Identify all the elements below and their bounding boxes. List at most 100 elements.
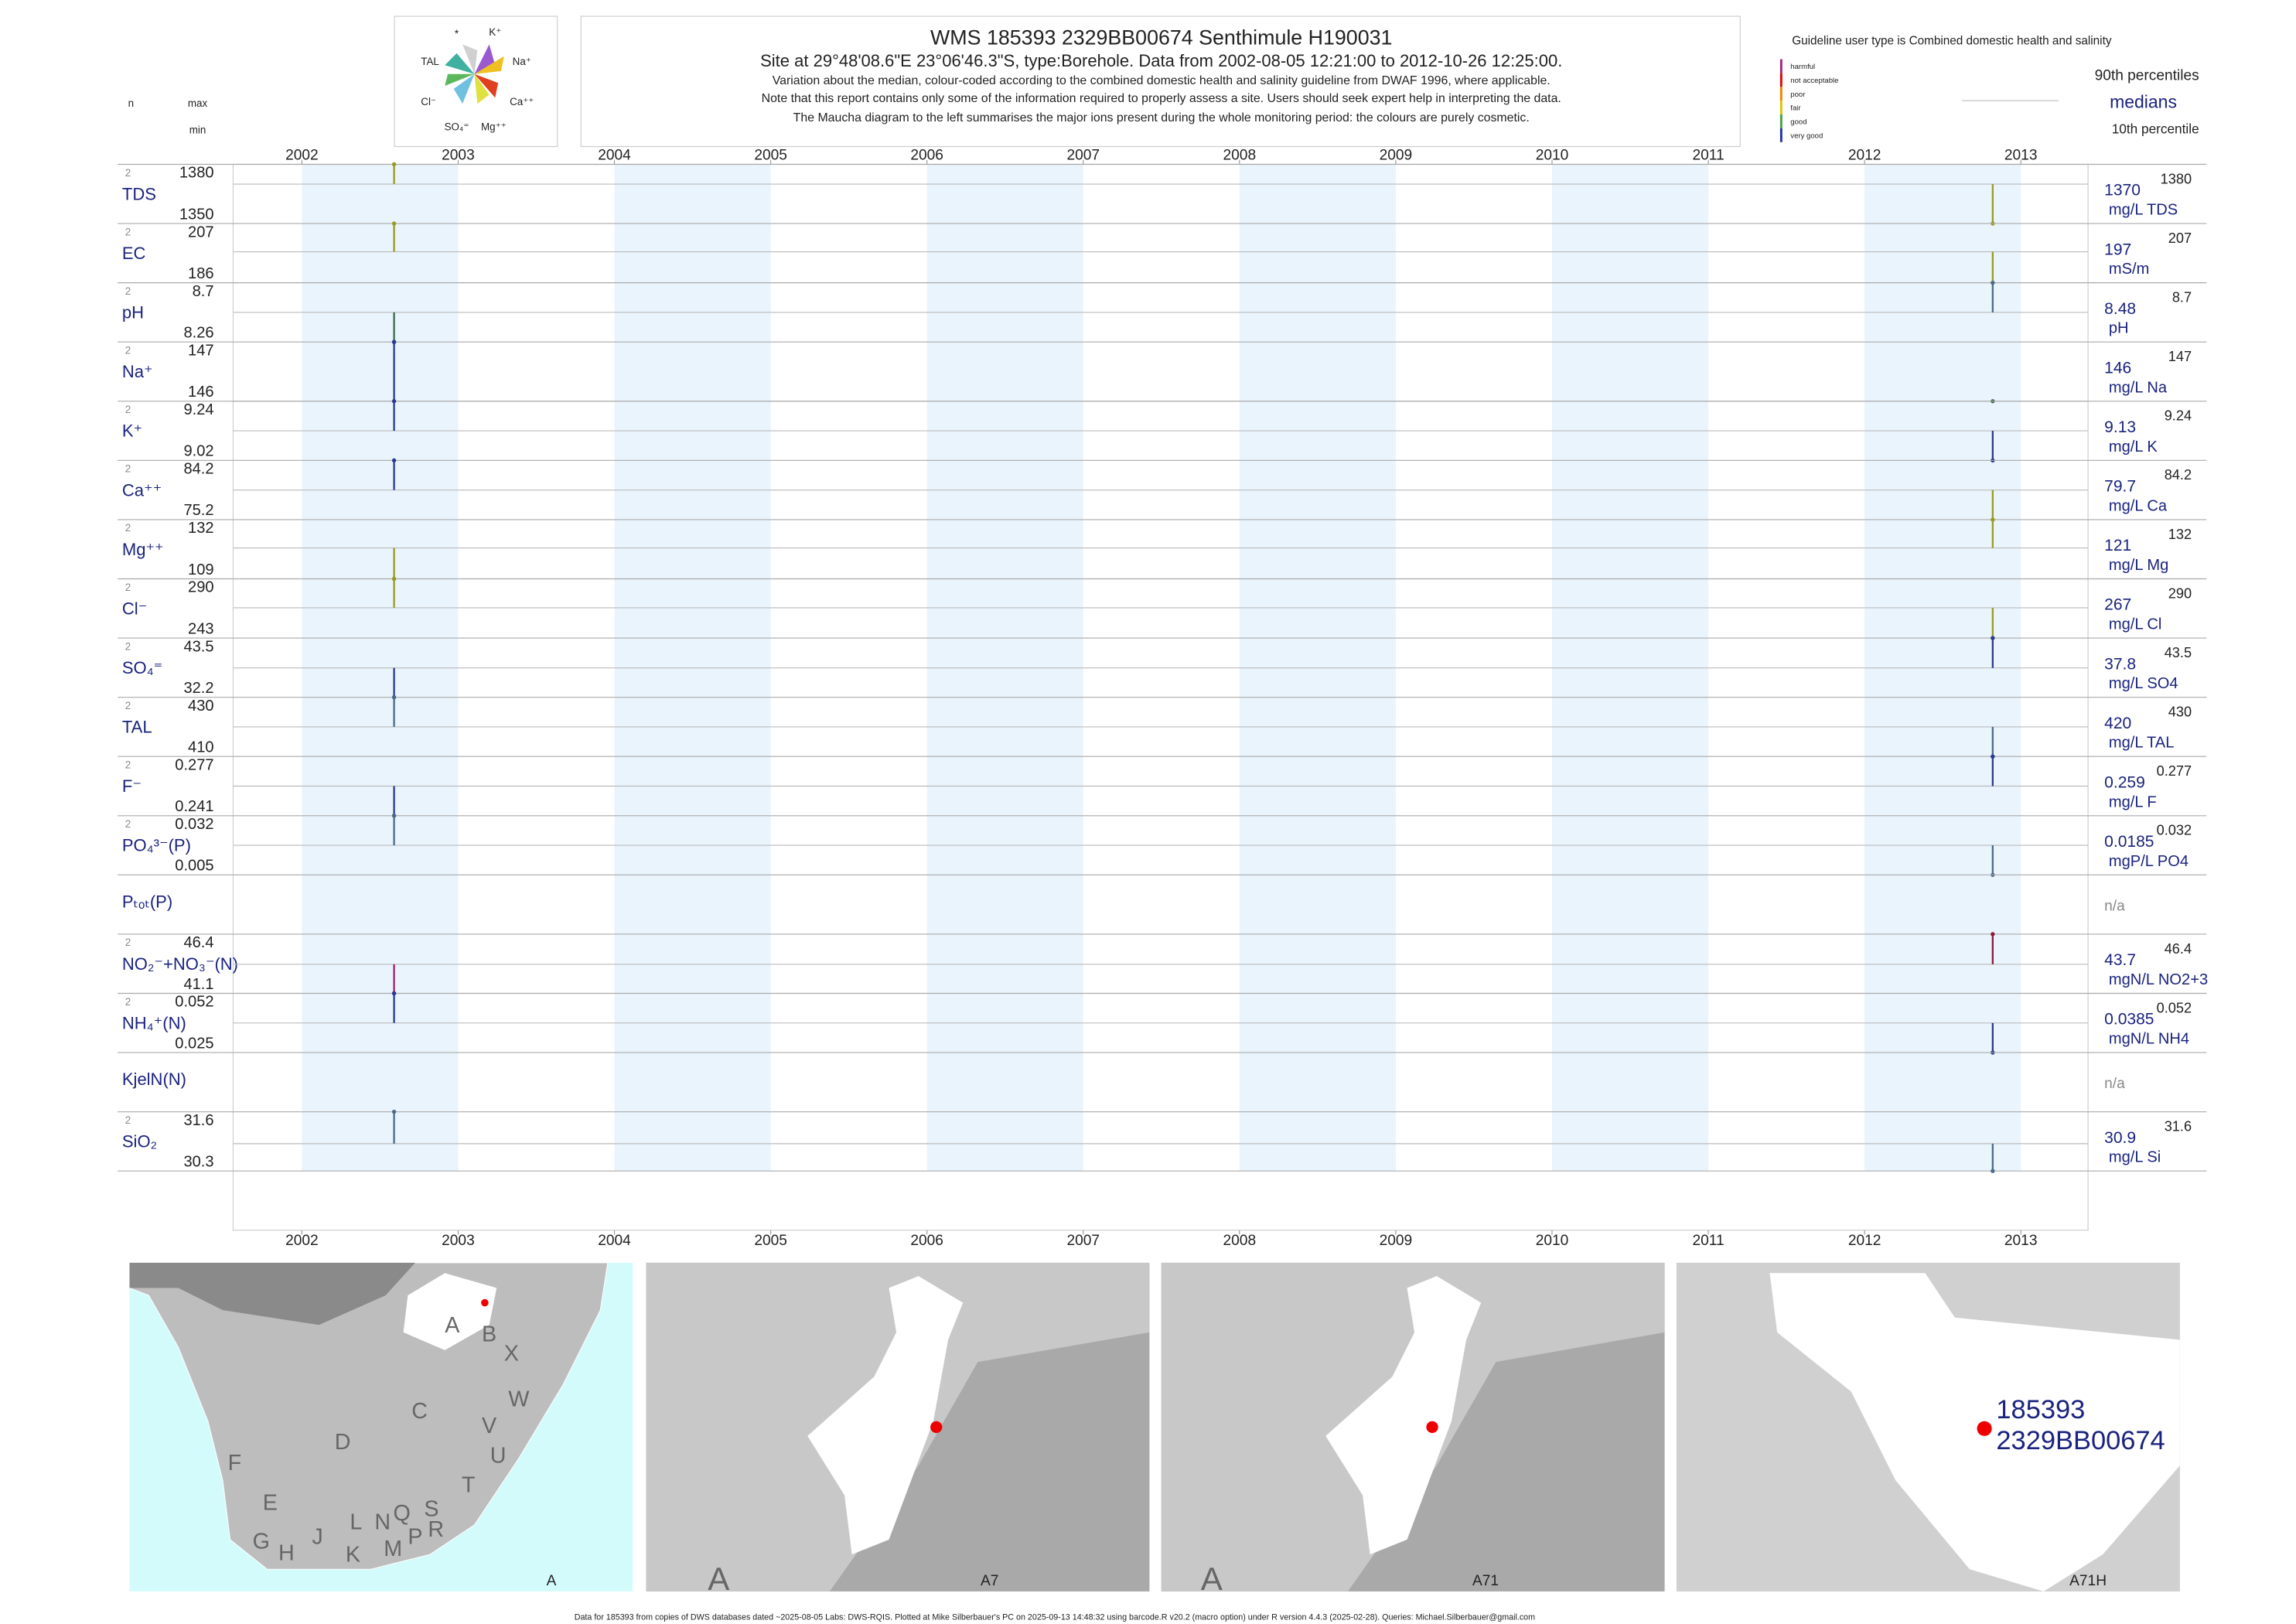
max-header: max: [188, 97, 208, 109]
row-max: 1380: [179, 165, 214, 182]
maucha-label: SO₄⁼: [445, 121, 469, 132]
x-tick-label: 2010: [1536, 1233, 1569, 1249]
row-name: Ca⁺⁺: [122, 480, 162, 500]
map-letter: V: [482, 1414, 497, 1438]
right-max: 147: [2168, 349, 2192, 364]
map-letter: N: [374, 1510, 391, 1534]
sample-dot: [1991, 932, 1995, 937]
sample-dot: [391, 399, 397, 404]
median-value: 0.259: [2104, 773, 2145, 791]
median-value: 8.48: [2104, 300, 2136, 318]
unit: mg/L TDS: [2109, 202, 2178, 219]
legend-swatch: [1779, 101, 1783, 115]
p10-label: 10th percentile: [2112, 121, 2199, 136]
row-min: 9.02: [183, 443, 213, 460]
row-name: Na⁺: [122, 362, 153, 381]
maucha-label: *: [455, 28, 459, 39]
map-letter: G: [253, 1529, 270, 1554]
legend-swatch: [1779, 87, 1783, 101]
x-tick-label: 2004: [598, 1233, 631, 1249]
map-letter: C: [411, 1399, 428, 1424]
na-text: n/a: [2104, 1076, 2125, 1092]
right-max: 290: [2168, 585, 2192, 601]
p90-label: 90th percentiles: [2095, 67, 2199, 84]
map-letter: L: [350, 1510, 362, 1534]
row-name: K⁺: [122, 421, 142, 441]
row-max: 43.5: [183, 638, 213, 655]
unit: mS/m: [2109, 261, 2149, 278]
row-name: EC: [122, 244, 146, 263]
sample-dot: [391, 339, 397, 344]
median-value: 146: [2104, 359, 2131, 377]
median-value: 9.13: [2104, 418, 2136, 436]
row-max: 0.052: [175, 994, 213, 1011]
row-n: 2: [125, 996, 131, 1008]
map-letter: H: [278, 1541, 295, 1566]
row-n: 2: [125, 345, 131, 357]
map-letter: W: [508, 1387, 529, 1412]
row-max: 132: [188, 520, 214, 537]
legend-label: not acceptable: [1790, 77, 1838, 85]
x-tick-label: 2006: [910, 148, 943, 164]
unit: mg/L Ca: [2109, 497, 2168, 514]
sample-dot: [391, 162, 397, 167]
sample-dot: [1991, 754, 1995, 759]
unit: mg/L Cl: [2109, 616, 2161, 633]
median-value: 1370: [2104, 182, 2141, 200]
maucha-label: Ca⁺⁺: [510, 96, 534, 107]
right-max: 31.6: [2165, 1119, 2192, 1134]
x-tick-label: 2003: [442, 148, 475, 164]
median-value: 197: [2104, 241, 2131, 258]
row-name: Mg⁺⁺: [122, 540, 164, 559]
maucha-label: TAL: [421, 56, 439, 67]
row-max: 147: [188, 342, 214, 359]
right-max: 132: [2168, 527, 2192, 542]
guideline-title: Guideline user type is Combined domestic…: [1792, 34, 2112, 47]
map-letter: A: [445, 1313, 460, 1338]
row-min: 1350: [179, 206, 214, 223]
unit: mg/L K: [2109, 438, 2158, 455]
row-n: 2: [125, 937, 131, 948]
row-min: 0.025: [175, 1035, 213, 1052]
map-letter: A: [1201, 1561, 1223, 1597]
footer: Data for 185393 from copies of DWS datab…: [575, 1612, 1535, 1622]
x-tick-label: 2010: [1536, 148, 1569, 164]
row-name: Cl⁻: [122, 599, 147, 618]
maucha-label: Na⁺: [513, 56, 531, 67]
min-header: min: [189, 124, 206, 135]
median-label: medians: [2110, 92, 2177, 112]
sample-dot: [1991, 517, 1995, 522]
median-value: 420: [2104, 715, 2131, 732]
median-value: 30.9: [2104, 1129, 2136, 1147]
row-min: 109: [188, 561, 214, 578]
median-value: 43.7: [2104, 951, 2136, 969]
x-tick-label: 2012: [1848, 1233, 1881, 1249]
right-max: 430: [2168, 705, 2192, 720]
map-letter: B: [482, 1322, 496, 1346]
row-n: 2: [125, 522, 131, 534]
x-tick-label: 2002: [285, 1233, 319, 1249]
sample-dot: [391, 221, 397, 226]
row-n: 2: [125, 759, 131, 771]
right-max: 84.2: [2165, 467, 2192, 483]
row-min: 30.3: [183, 1153, 213, 1170]
title: WMS 185393 2329BB00674 Senthimule H19003…: [930, 26, 1392, 49]
x-tick-label: 2013: [2004, 148, 2038, 164]
row-max: 0.277: [175, 756, 213, 773]
row-min: 0.005: [175, 858, 213, 875]
row-name: TAL: [122, 718, 152, 737]
sample-dot: [391, 1109, 397, 1114]
row-max: 84.2: [183, 461, 213, 478]
row-max: 46.4: [183, 934, 213, 951]
unit: mgN/L NH4: [2109, 1031, 2189, 1048]
unit: mg/L TAL: [2109, 735, 2175, 752]
note: Note that this report contains only some…: [762, 92, 1561, 105]
row-n: 2: [125, 700, 131, 711]
row-name: NO₂⁻+NO₃⁻(N): [122, 954, 238, 974]
right-max: 1380: [2161, 171, 2192, 186]
map-letter: R: [428, 1517, 444, 1542]
site-label: 185393: [1996, 1395, 2085, 1424]
x-tick-label: 2008: [1223, 148, 1257, 164]
row-min: 146: [188, 384, 214, 401]
x-tick-label: 2009: [1380, 148, 1413, 164]
